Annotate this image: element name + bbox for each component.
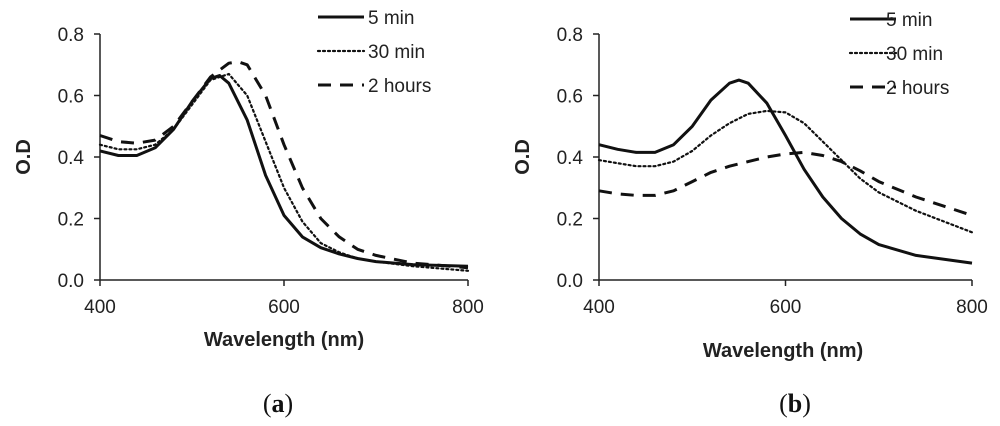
panel-b-series-group bbox=[597, 78, 974, 265]
panel-a-ticks: 0.0 0.2 0.4 0.6 0.8 400 600 800 bbox=[58, 25, 484, 318]
panel-b-label-letter: b bbox=[788, 389, 802, 418]
panel-b-y-tick-label: 0.4 bbox=[557, 148, 584, 169]
panel-a-series-2-hours bbox=[99, 60, 469, 270]
panel-a-y-tick-label: 0.6 bbox=[58, 87, 84, 108]
panel-a-label: (a) bbox=[263, 389, 293, 418]
panel-b-ticks: 0.0 0.2 0.4 0.6 0.8 400 600 800 bbox=[557, 25, 988, 318]
panel-b-legend: 5 min 30 min 2 hours bbox=[848, 10, 949, 99]
panel-b-label: (b) bbox=[779, 389, 811, 418]
panel-b-series-2-hours bbox=[598, 150, 973, 217]
panel-a-y-axis-title: O.D bbox=[13, 139, 35, 175]
panel-a-y-tick-label: 0.4 bbox=[58, 148, 85, 169]
panel-a-legend-label-30-min: 30 min bbox=[368, 42, 425, 63]
panel-a-chart: 0.0 0.2 0.4 0.6 0.8 400 600 800 5 min 30 min 2 ho… bbox=[13, 8, 484, 418]
panel-a-x-axis-title: Wavelength (nm) bbox=[204, 329, 364, 351]
panel-b-x-tick-label: 600 bbox=[770, 297, 802, 318]
panel-a-y-tick-label: 0.0 bbox=[58, 271, 84, 292]
panel-b-y-tick-label: 0.0 bbox=[557, 271, 583, 292]
panel-a-x-tick-label: 800 bbox=[452, 297, 484, 318]
panel-b-y-axis-title: O.D bbox=[512, 139, 534, 175]
panel-b-legend-label-30-min: 30 min bbox=[886, 44, 943, 65]
panel-b-x-axis-title: Wavelength (nm) bbox=[703, 340, 863, 362]
panel-a-legend-label-2-hours: 2 hours bbox=[368, 76, 431, 97]
panel-b-y-tick-label: 0.6 bbox=[557, 87, 583, 108]
panel-a-y-tick-label: 0.8 bbox=[58, 25, 84, 46]
panel-b-legend-label-5-min: 5 min bbox=[886, 10, 932, 31]
panel-b-x-tick-label: 800 bbox=[956, 297, 988, 318]
panel-b-legend-label-2-hours: 2 hours bbox=[886, 78, 949, 99]
panel-a-series-5-min bbox=[99, 74, 469, 268]
panel-a-x-tick-label: 400 bbox=[84, 297, 116, 318]
panel-a-series-30-min bbox=[98, 72, 470, 272]
panel-b-y-tick-label: 0.2 bbox=[557, 210, 583, 231]
panel-a-legend: 5 min 30 min 2 hours bbox=[316, 8, 431, 97]
panel-b-series-5-min bbox=[598, 78, 973, 265]
panel-a-x-tick-label: 600 bbox=[268, 297, 300, 318]
panel-a-label-letter: a bbox=[272, 389, 285, 418]
panel-b-series-30-min bbox=[597, 109, 974, 234]
panel-b-x-tick-label: 400 bbox=[583, 297, 615, 318]
panel-a-series-group bbox=[98, 60, 470, 272]
panel-b-chart: 0.0 0.2 0.4 0.6 0.8 400 600 800 5 min 30 min 2 ho… bbox=[512, 10, 988, 418]
panel-b-y-tick-label: 0.8 bbox=[557, 25, 583, 46]
panel-a-y-tick-label: 0.2 bbox=[58, 210, 84, 231]
panel-a-legend-label-5-min: 5 min bbox=[368, 8, 414, 29]
